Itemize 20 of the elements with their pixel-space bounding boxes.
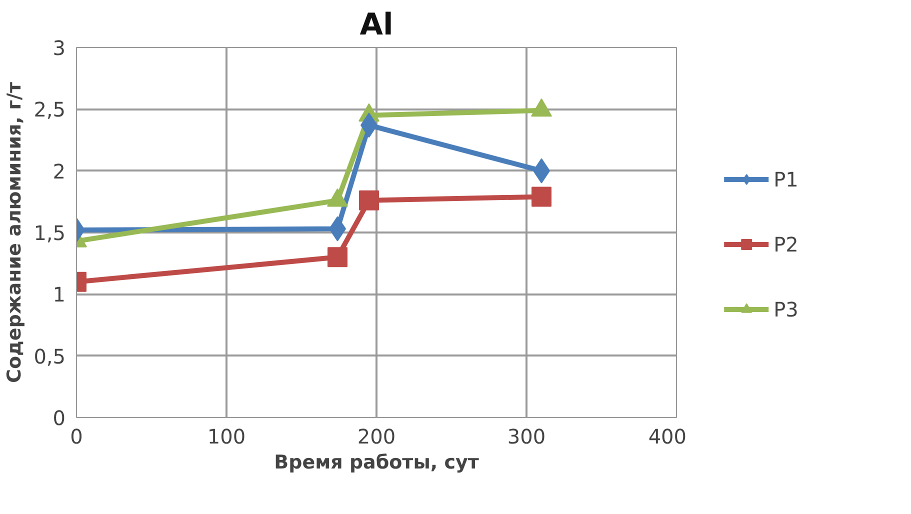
y-tick-label: 1,5: [34, 221, 66, 245]
y-tick-label: 3: [52, 36, 66, 60]
chart-title: Al: [360, 8, 394, 42]
x-tick-label: 200: [357, 424, 396, 448]
y-tick-label: 2,5: [34, 98, 66, 122]
y-axis-title: Содержание алюминия, г/т: [4, 82, 26, 383]
y-tick-label: 0,5: [34, 344, 66, 368]
legend-label: P2: [774, 232, 798, 256]
x-tick-label: 0: [70, 424, 83, 448]
legend-label: P3: [774, 297, 798, 321]
x-tick-label: 400: [648, 424, 687, 448]
y-tick-label: 1: [52, 282, 66, 307]
point: [328, 247, 348, 268]
y-tick-label: 2: [52, 159, 66, 184]
x-tick-label: 100: [207, 424, 246, 448]
point: [359, 190, 379, 210]
y-tick-label: 0: [52, 406, 66, 430]
legend-label: P1: [774, 167, 798, 191]
x-axis-title: Время работы, сут: [274, 452, 479, 474]
x-tick-label: 300: [507, 424, 546, 448]
